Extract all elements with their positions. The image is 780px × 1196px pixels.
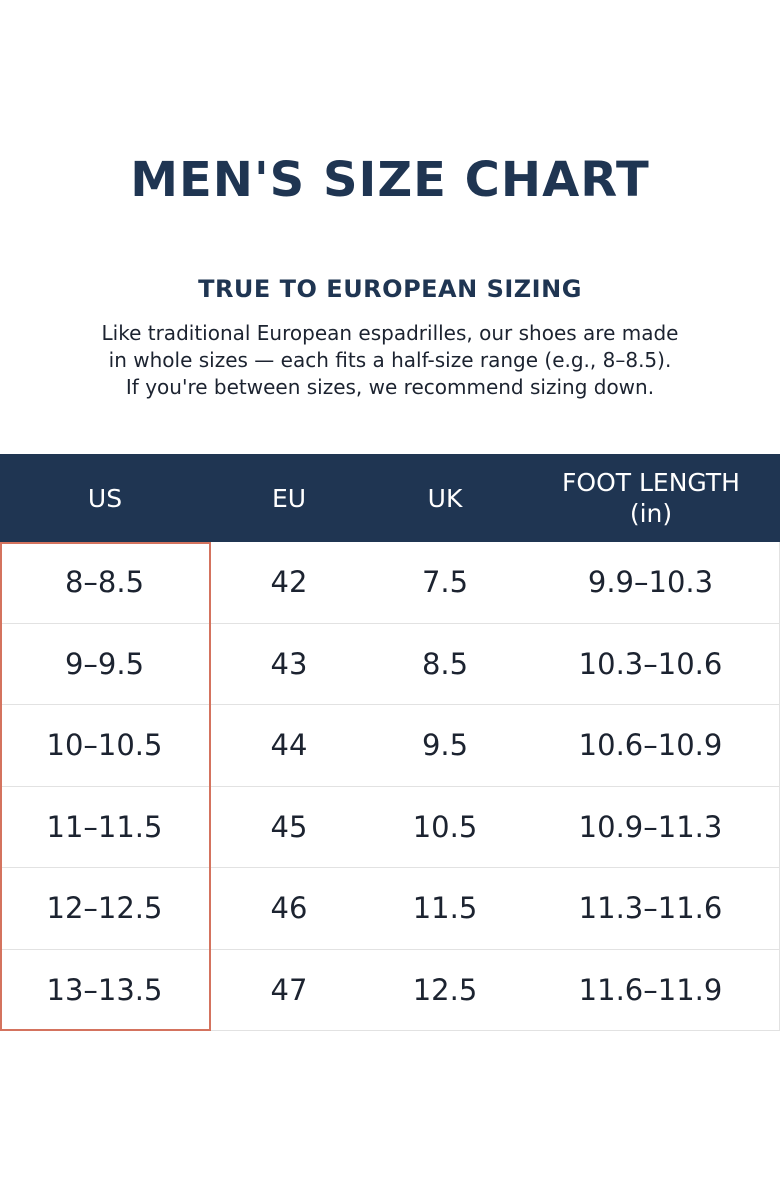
table-cell: 10.9–11.3 bbox=[522, 786, 780, 867]
table-row: 8–8.5 42 7.5 9.9–10.3 bbox=[0, 542, 780, 624]
table-row: 10–10.5 44 9.5 10.6–10.9 bbox=[0, 705, 780, 787]
description-line: in whole sizes — each fits a half-size r… bbox=[108, 348, 672, 372]
table-cell: 7.5 bbox=[421, 565, 469, 600]
column-header: EU bbox=[271, 483, 307, 513]
table-cell: 43 bbox=[270, 646, 308, 681]
column-header: US bbox=[87, 483, 123, 513]
column-header: UK bbox=[427, 483, 463, 513]
table-cell: 11.5 bbox=[412, 891, 478, 926]
title: MEN'S SIZE CHART bbox=[130, 152, 650, 208]
size-table: US EU UK FOOT LENGTH (in) 8–8.5 42 7.5 9.9–10.3… bbox=[0, 454, 780, 1031]
table-cell: 9.9–10.3 bbox=[522, 542, 780, 623]
table-cell: 42 bbox=[270, 565, 308, 600]
table-cell: 46 bbox=[270, 891, 308, 926]
table-cell: 10.6–10.9 bbox=[522, 705, 780, 786]
table-row: 12–12.5 46 11.5 11.3–11.6 bbox=[0, 868, 780, 950]
subtitle: TRUE TO EUROPEAN SIZING bbox=[198, 275, 582, 303]
table-row: 11–11.5 45 10.5 10.9–11.3 bbox=[0, 786, 780, 868]
description-line: If you're between sizes, we recommend si… bbox=[125, 375, 655, 399]
table-cell: 10.5 bbox=[412, 809, 478, 844]
table-cell: 11.3–11.6 bbox=[522, 868, 780, 949]
header-row: US EU UK FOOT LENGTH (in) bbox=[0, 454, 780, 542]
table-cell: 47 bbox=[270, 972, 308, 1007]
table-cell: 12.5 bbox=[412, 972, 478, 1007]
table-cell: 44 bbox=[270, 728, 308, 763]
table-cell: 11.6–11.9 bbox=[522, 949, 780, 1030]
table-cell: 45 bbox=[270, 809, 308, 844]
table-cell: 8.5 bbox=[421, 646, 469, 681]
description-line: Like traditional European espadrilles, o… bbox=[101, 321, 679, 345]
table-cell: 8–8.5 bbox=[0, 542, 210, 623]
column-header: FOOT LENGTH (in) bbox=[562, 468, 740, 528]
table-cell: 12–12.5 bbox=[0, 868, 210, 949]
us-column-highlight bbox=[0, 542, 211, 1031]
description: Like traditional European espadrilles, o… bbox=[0, 320, 780, 401]
table-cell: 10.3–10.6 bbox=[522, 623, 780, 704]
table-cell: 9.5 bbox=[421, 728, 469, 763]
table-cell: 10–10.5 bbox=[0, 705, 210, 786]
table-cell: 11–11.5 bbox=[0, 786, 210, 867]
